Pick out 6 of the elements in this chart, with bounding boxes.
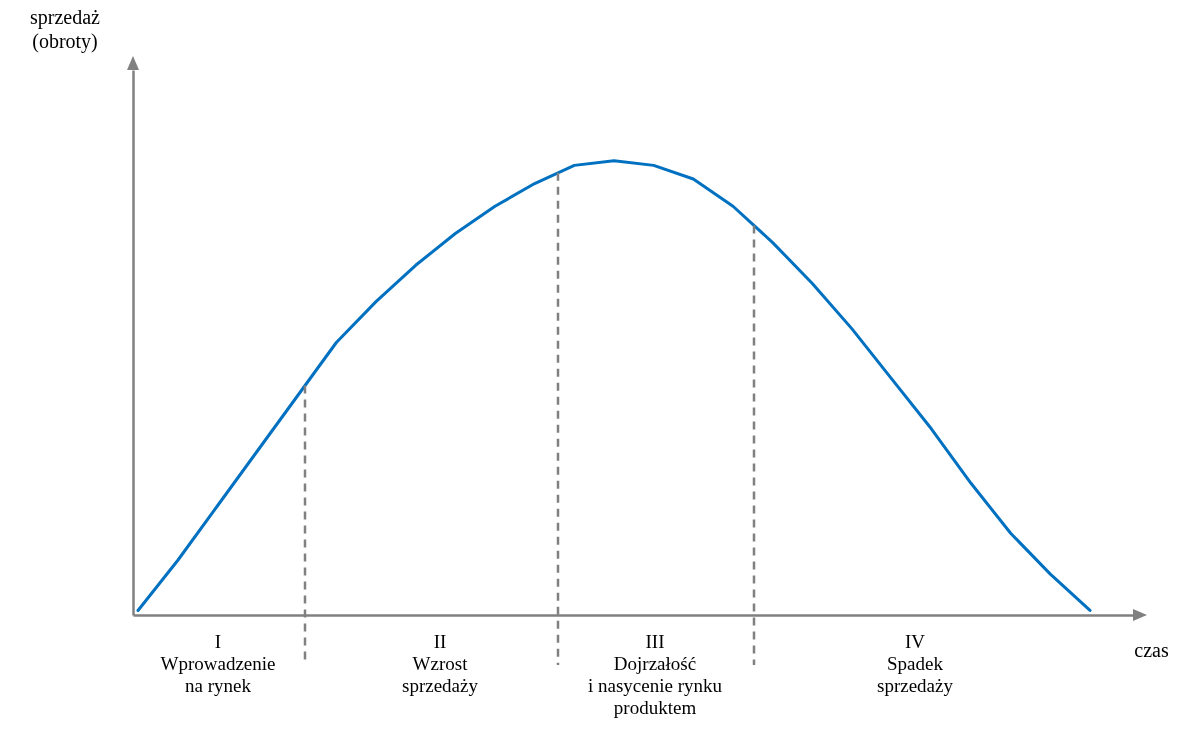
text: IV Spadek sprzedaży [877,631,954,696]
text: sprzedaż (obroty) [30,6,101,53]
x-axis-title: czas [1134,638,1169,661]
text: I Wprowadzenie na rynek [160,631,276,696]
text: III Dojrzałość i nasycenie rynku produktem [587,631,723,718]
text: II Wzrost sprzedaży [402,631,479,696]
